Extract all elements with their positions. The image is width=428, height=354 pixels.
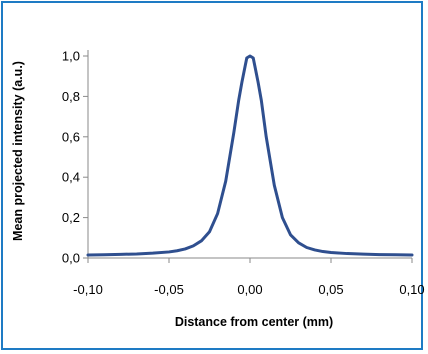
y-tick-labels: 0,0 0,2 0,4 0,6 0,8 1,0 <box>62 49 88 266</box>
x-axis-title: Distance from center (mm) <box>175 315 333 329</box>
y-tick-label: 0,8 <box>62 89 80 104</box>
y-axis-title: Mean projected intensity (a.u.) <box>11 61 25 241</box>
x-tick-label: 0,10 <box>399 282 424 297</box>
x-tick-label: 0,05 <box>318 282 343 297</box>
x-tick-labels: -0,10 -0,05 0,00 0,05 0,10 <box>73 258 425 297</box>
x-tick-label: -0,05 <box>154 282 184 297</box>
chart-frame <box>1 1 423 350</box>
series-line-1 <box>86 54 414 257</box>
x-tick-label: 0,00 <box>237 282 262 297</box>
x-tick-label: -0,10 <box>73 282 103 297</box>
y-tick-label: 1,0 <box>62 49 80 64</box>
y-tick-label: 0,6 <box>62 129 80 144</box>
y-tick-label: 0,0 <box>62 251 80 266</box>
y-tick-label: 0,4 <box>62 170 80 185</box>
axes <box>87 50 412 259</box>
y-tick-label: 0,2 <box>62 210 80 225</box>
series-group <box>86 54 414 257</box>
